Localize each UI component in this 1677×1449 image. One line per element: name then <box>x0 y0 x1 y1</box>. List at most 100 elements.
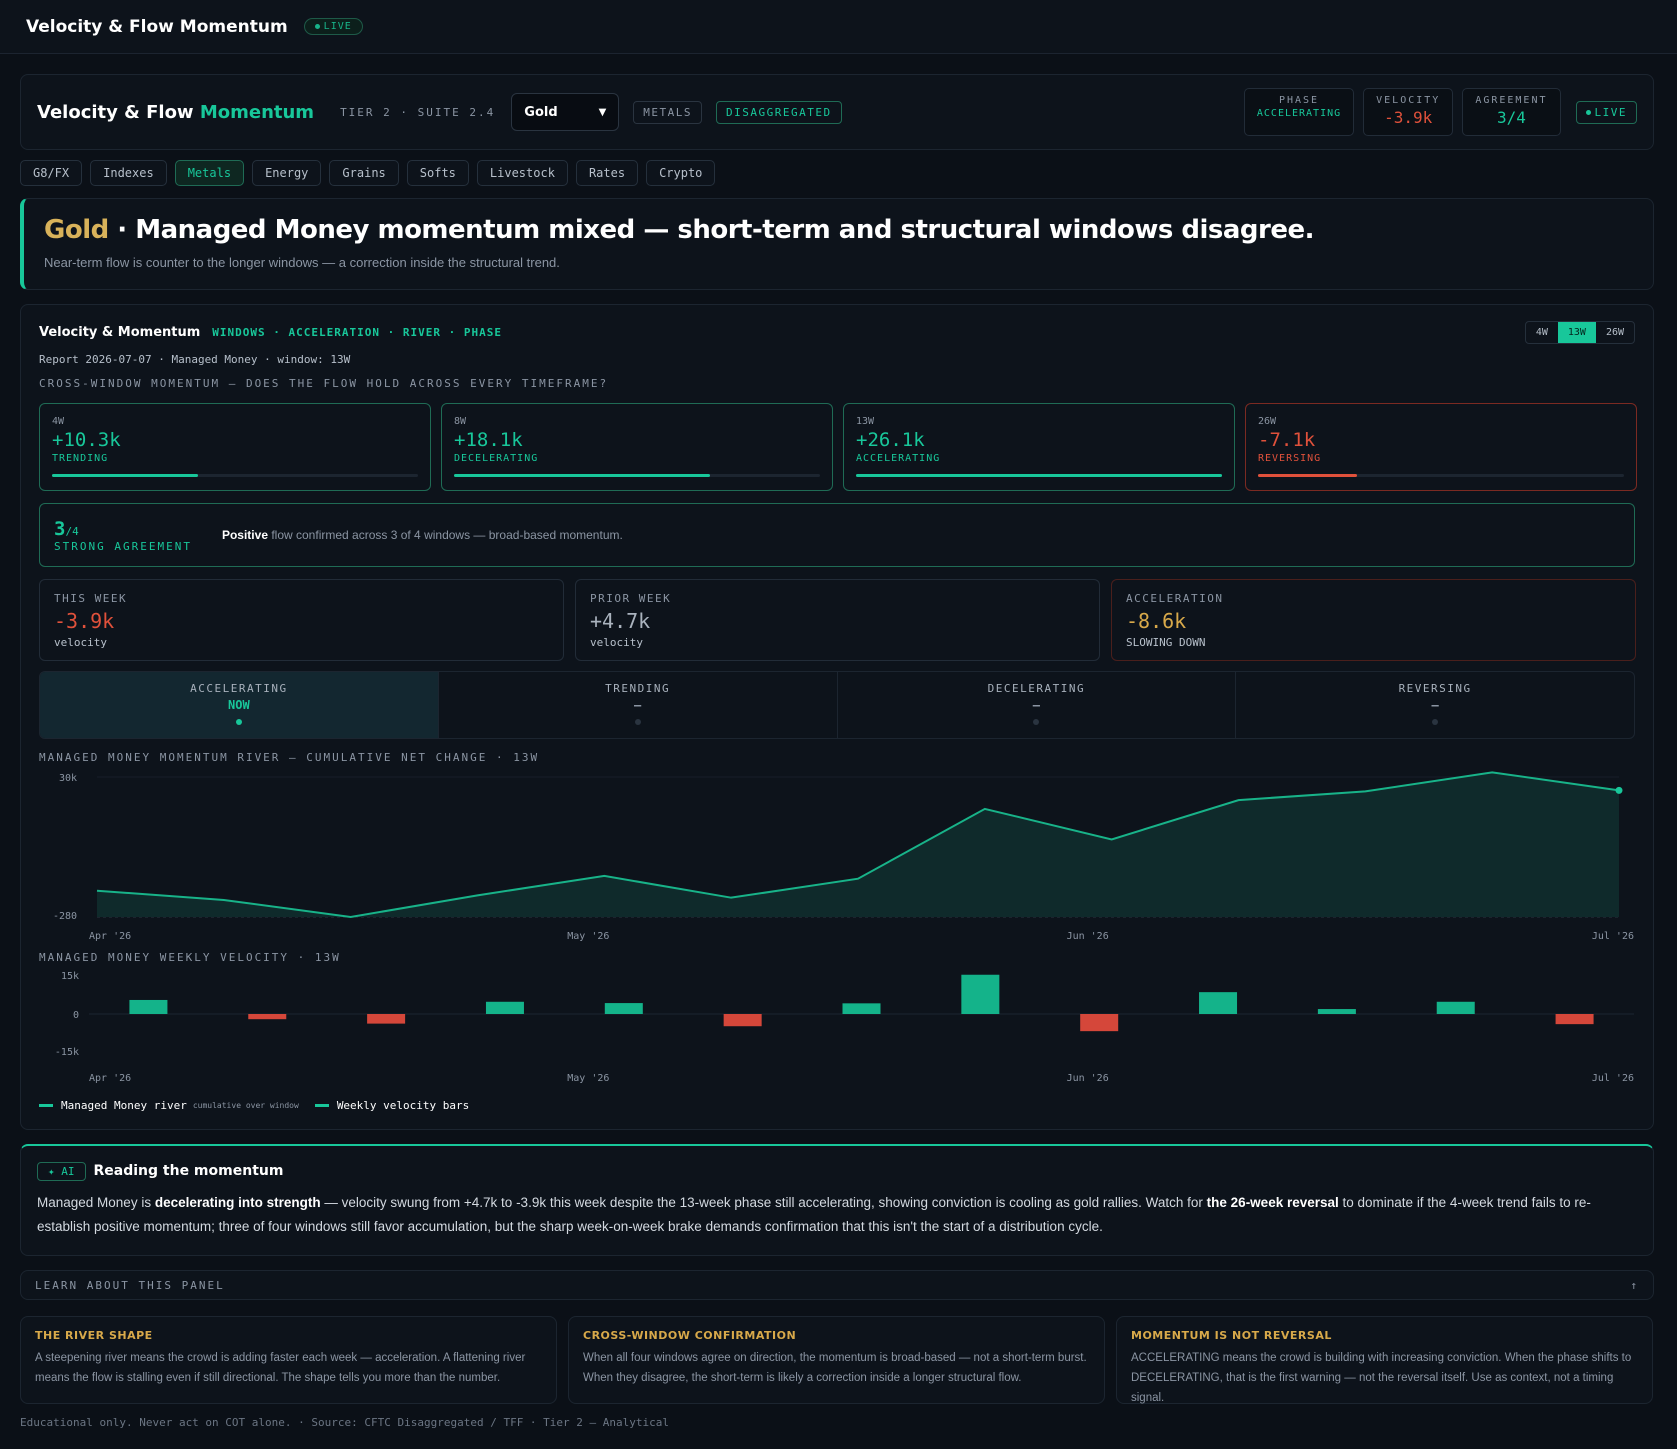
window-card-value: -7.1k <box>1258 429 1316 451</box>
x-tick-label: Jul '26 <box>1592 1073 1634 1084</box>
velocity-bar <box>485 1001 524 1014</box>
window-card-bar <box>856 474 1222 477</box>
headline-sub: Near-term flow is counter to the longer … <box>44 255 560 270</box>
velocity-chart: 15k 0 -15k Apr '26 May '26 Jun '26 Jul '26 <box>55 971 1634 1084</box>
tab-metals[interactable]: Metals <box>174 160 245 186</box>
tab-rates[interactable]: Rates <box>575 160 639 186</box>
tab-grains[interactable]: Grains <box>329 160 399 186</box>
velocity-card-value: -3.9k <box>54 609 115 633</box>
x-tick-label: Jun '26 <box>1067 1073 1109 1084</box>
velocity-bar <box>1080 1014 1119 1032</box>
velocity-bar <box>961 974 1000 1014</box>
agreement-stat-value: 3/4 <box>1496 108 1526 127</box>
phase-stat-value: ACCELERATING <box>1256 108 1342 119</box>
panel-header: Velocity & Flow Momentum TIER 2 · SUITE … <box>20 74 1654 150</box>
phase-reversing: REVERSING — <box>1236 672 1634 738</box>
window-card-bar-fill <box>856 474 1222 477</box>
window-card-bar-fill <box>1258 474 1357 477</box>
phase-dot-icon <box>1033 719 1040 725</box>
asset-select[interactable]: Gold ▼ <box>511 93 620 131</box>
metals-tag: METALS <box>633 100 703 124</box>
window-card-value: +26.1k <box>856 429 925 451</box>
window-card-label: 13W <box>856 416 875 427</box>
category-tabs: G8/FX Indexes Metals Energy Grains Softs Lives… <box>20 160 1654 186</box>
window-cards: 4W +10.3k TRENDING 8W +18.1k DECELERATING 13W +… <box>39 403 1637 491</box>
x-tick-label: Apr '26 <box>89 931 131 942</box>
phase-dot-icon <box>634 719 641 725</box>
window-card-value: +18.1k <box>454 429 523 451</box>
phase-stat: PHASE ACCELERATING <box>1243 88 1355 136</box>
headline-card: Gold · Managed Money momentum mixed — sh… <box>20 198 1654 290</box>
tab-livestock[interactable]: Livestock <box>476 160 568 186</box>
section-header: Velocity & Momentum WINDOWS · ACCELERATIO… <box>39 325 502 340</box>
velocity-panel: Velocity & Momentum WINDOWS · ACCELERATIO… <box>20 304 1654 1130</box>
learn-toggle[interactable]: LEARN ABOUT THIS PANEL ↑ <box>20 1270 1654 1300</box>
river-legend-label: Managed Money river <box>61 1099 187 1112</box>
y-tick-label: 15k <box>61 971 79 982</box>
ai-reading-card: ✦ AI Reading the momentum Managed Money i… <box>20 1144 1654 1256</box>
learn-card-title: MOMENTUM IS NOT REVERSAL <box>1131 1329 1332 1342</box>
ai-text-2: — velocity swung from +4.7k to -3.9k thi… <box>320 1195 1207 1210</box>
velocity-card-this-week: THIS WEEK -3.9k velocity <box>39 579 564 661</box>
river-legend-swatch <box>39 1104 53 1107</box>
y-tick-label: -15k <box>55 1047 79 1058</box>
disaggregated-tag: DISAGGREGATED <box>716 100 842 124</box>
phase-value: — <box>1431 698 1439 712</box>
agreement-stat: AGREEMENT 3/4 <box>1462 88 1561 136</box>
velocity-chart-label: MANAGED MONEY WEEKLY VELOCITY · 13W <box>39 951 341 964</box>
velocity-card-prior-week: PRIOR WEEK +4.7k velocity <box>575 579 1100 661</box>
y-tick-label: -280 <box>53 911 77 922</box>
app-title: Velocity & Flow Momentum <box>26 16 288 37</box>
window-card-bar <box>1258 474 1624 477</box>
window-card-bar <box>52 474 418 477</box>
velocity-bar <box>842 1003 881 1014</box>
agreement-num: 3 <box>54 517 66 540</box>
ai-paragraph: Managed Money is decelerating into stren… <box>37 1191 1637 1239</box>
x-tick-label: May '26 <box>567 931 609 942</box>
ai-text-1: Managed Money is <box>37 1195 155 1210</box>
window-card-state: DECELERATING <box>454 453 539 464</box>
phase-value: NOW <box>228 698 250 712</box>
panel-title-main: Velocity & Flow <box>37 101 200 123</box>
report-meta: Report 2026-07-07 · Managed Money · wind… <box>39 353 351 366</box>
tab-indexes[interactable]: Indexes <box>90 160 167 186</box>
content: Velocity & Flow Momentum TIER 2 · SUITE … <box>20 74 1654 1429</box>
window-card-label: 4W <box>52 416 65 427</box>
bars-legend-label: Weekly velocity bars <box>336 1099 470 1112</box>
river-chart-label: MANAGED MONEY MOMENTUM RIVER — CUMULATIV… <box>39 751 540 764</box>
phase-dot-icon <box>1432 719 1439 725</box>
agreement-stat-label: AGREEMENT <box>1475 95 1548 106</box>
tab-energy[interactable]: Energy <box>252 160 322 186</box>
tab-g8fx[interactable]: G8/FX <box>20 160 83 186</box>
asset-select-value: Gold <box>524 104 558 120</box>
phase-trending: TRENDING — <box>439 672 838 738</box>
panel-title: Velocity & Flow Momentum <box>37 102 314 123</box>
window-card-value: +10.3k <box>52 429 121 451</box>
phase-strip: ACCELERATING NOW TRENDING — DECELERATING — REV… <box>39 671 1635 739</box>
live-dot-icon <box>1585 110 1591 115</box>
live-indicator: LIVE <box>1575 100 1637 124</box>
footer-note: Educational only. Never act on COT alone… <box>20 1416 670 1429</box>
velocity-bar <box>604 1003 643 1014</box>
window-card-bar-fill <box>454 474 711 477</box>
live-dot-icon <box>314 23 320 29</box>
window-option-13w[interactable]: 13W <box>1557 322 1596 343</box>
velocity-bar <box>129 999 168 1014</box>
velocity-card-value: +4.7k <box>590 609 651 633</box>
window-option-4w[interactable]: 4W <box>1535 327 1548 338</box>
river-last-point <box>1615 786 1623 794</box>
bars-legend-swatch <box>314 1104 329 1107</box>
x-tick-label: Apr '26 <box>89 1073 131 1084</box>
tab-softs[interactable]: Softs <box>406 160 469 186</box>
headline-asset: Gold <box>44 215 109 245</box>
x-tick-label: May '26 <box>567 1073 609 1084</box>
cross-window-question: CROSS-WINDOW MOMENTUM — DOES THE FLOW HO… <box>39 377 609 390</box>
learn-card-title: CROSS-WINDOW CONFIRMATION <box>583 1329 797 1342</box>
window-option-26w[interactable]: 26W <box>1605 327 1624 338</box>
velocity-bar <box>723 1014 762 1027</box>
top-bar: Velocity & Flow Momentum LIVE <box>0 0 1677 54</box>
learn-cards: THE RIVER SHAPE A steepening river means … <box>20 1316 1654 1404</box>
velocity-bar <box>1317 1009 1356 1014</box>
live-indicator-label: LIVE <box>1594 105 1627 119</box>
tab-crypto[interactable]: Crypto <box>646 160 716 186</box>
